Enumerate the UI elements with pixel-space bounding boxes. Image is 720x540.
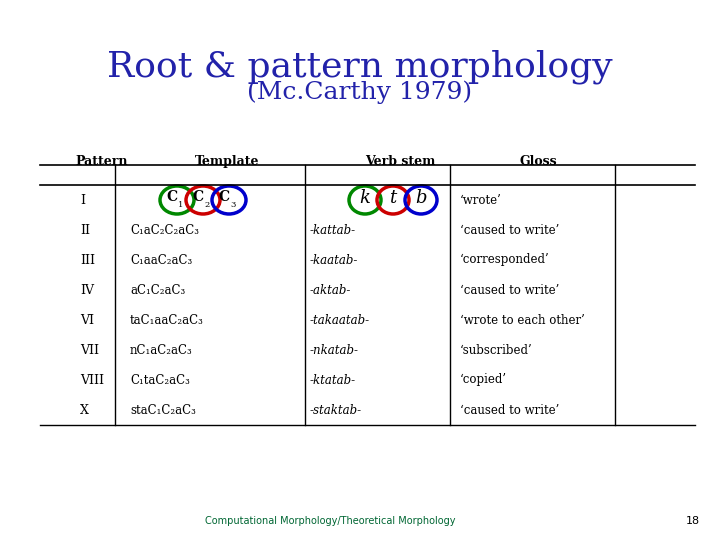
Text: staC₁C₂aC₃: staC₁C₂aC₃ (130, 403, 196, 416)
Text: C₁aC₂C₂aC₃: C₁aC₂C₂aC₃ (130, 224, 199, 237)
Text: k: k (359, 189, 370, 207)
Text: III: III (80, 253, 95, 267)
Text: -aktab-: -aktab- (310, 284, 351, 296)
Text: C: C (192, 190, 204, 204)
Text: -staktab-: -staktab- (310, 403, 362, 416)
Text: C₁taC₂aC₃: C₁taC₂aC₃ (130, 374, 190, 387)
Text: I: I (80, 193, 85, 206)
Text: -ktatab-: -ktatab- (310, 374, 356, 387)
Text: Gloss: Gloss (520, 155, 557, 168)
Text: Computational Morphology/Theoretical Morphology: Computational Morphology/Theoretical Mor… (204, 516, 455, 526)
Text: -kattab-: -kattab- (310, 224, 356, 237)
Text: nC₁aC₂aC₃: nC₁aC₂aC₃ (130, 343, 193, 356)
Text: b: b (415, 189, 427, 207)
Text: ‘caused to write’: ‘caused to write’ (460, 224, 559, 237)
Text: -nkatab-: -nkatab- (310, 343, 359, 356)
Text: VI: VI (80, 314, 94, 327)
Text: 3: 3 (230, 201, 235, 209)
Text: II: II (80, 224, 90, 237)
Text: VIII: VIII (80, 374, 104, 387)
Text: aC₁C₂aC₃: aC₁C₂aC₃ (130, 284, 185, 296)
Text: 2: 2 (204, 201, 210, 209)
Text: ‘wrote’: ‘wrote’ (460, 193, 502, 206)
Text: ‘copied’: ‘copied’ (460, 374, 507, 387)
Text: X: X (80, 403, 89, 416)
Text: ‘corresponded’: ‘corresponded’ (460, 253, 550, 267)
Text: C: C (166, 190, 178, 204)
Text: VII: VII (80, 343, 99, 356)
Text: t: t (390, 189, 397, 207)
Text: 1: 1 (179, 201, 184, 209)
Text: ‘wrote to each other’: ‘wrote to each other’ (460, 314, 585, 327)
Text: (Mc.Carthy 1979): (Mc.Carthy 1979) (248, 80, 472, 104)
Text: 18: 18 (686, 516, 700, 526)
Text: -kaatab-: -kaatab- (310, 253, 359, 267)
Text: Root & pattern morphology: Root & pattern morphology (107, 50, 613, 84)
Text: ‘subscribed’: ‘subscribed’ (460, 343, 533, 356)
Text: IV: IV (80, 284, 94, 296)
Text: Pattern: Pattern (75, 155, 127, 168)
Text: -takaatab-: -takaatab- (310, 314, 370, 327)
Text: Template: Template (195, 155, 259, 168)
Text: taC₁aaC₂aC₃: taC₁aaC₂aC₃ (130, 314, 204, 327)
Text: ‘caused to write’: ‘caused to write’ (460, 403, 559, 416)
Text: ‘caused to write’: ‘caused to write’ (460, 284, 559, 296)
Text: C₁aaC₂aC₃: C₁aaC₂aC₃ (130, 253, 192, 267)
Text: C: C (218, 190, 230, 204)
Text: Verb stem: Verb stem (365, 155, 436, 168)
